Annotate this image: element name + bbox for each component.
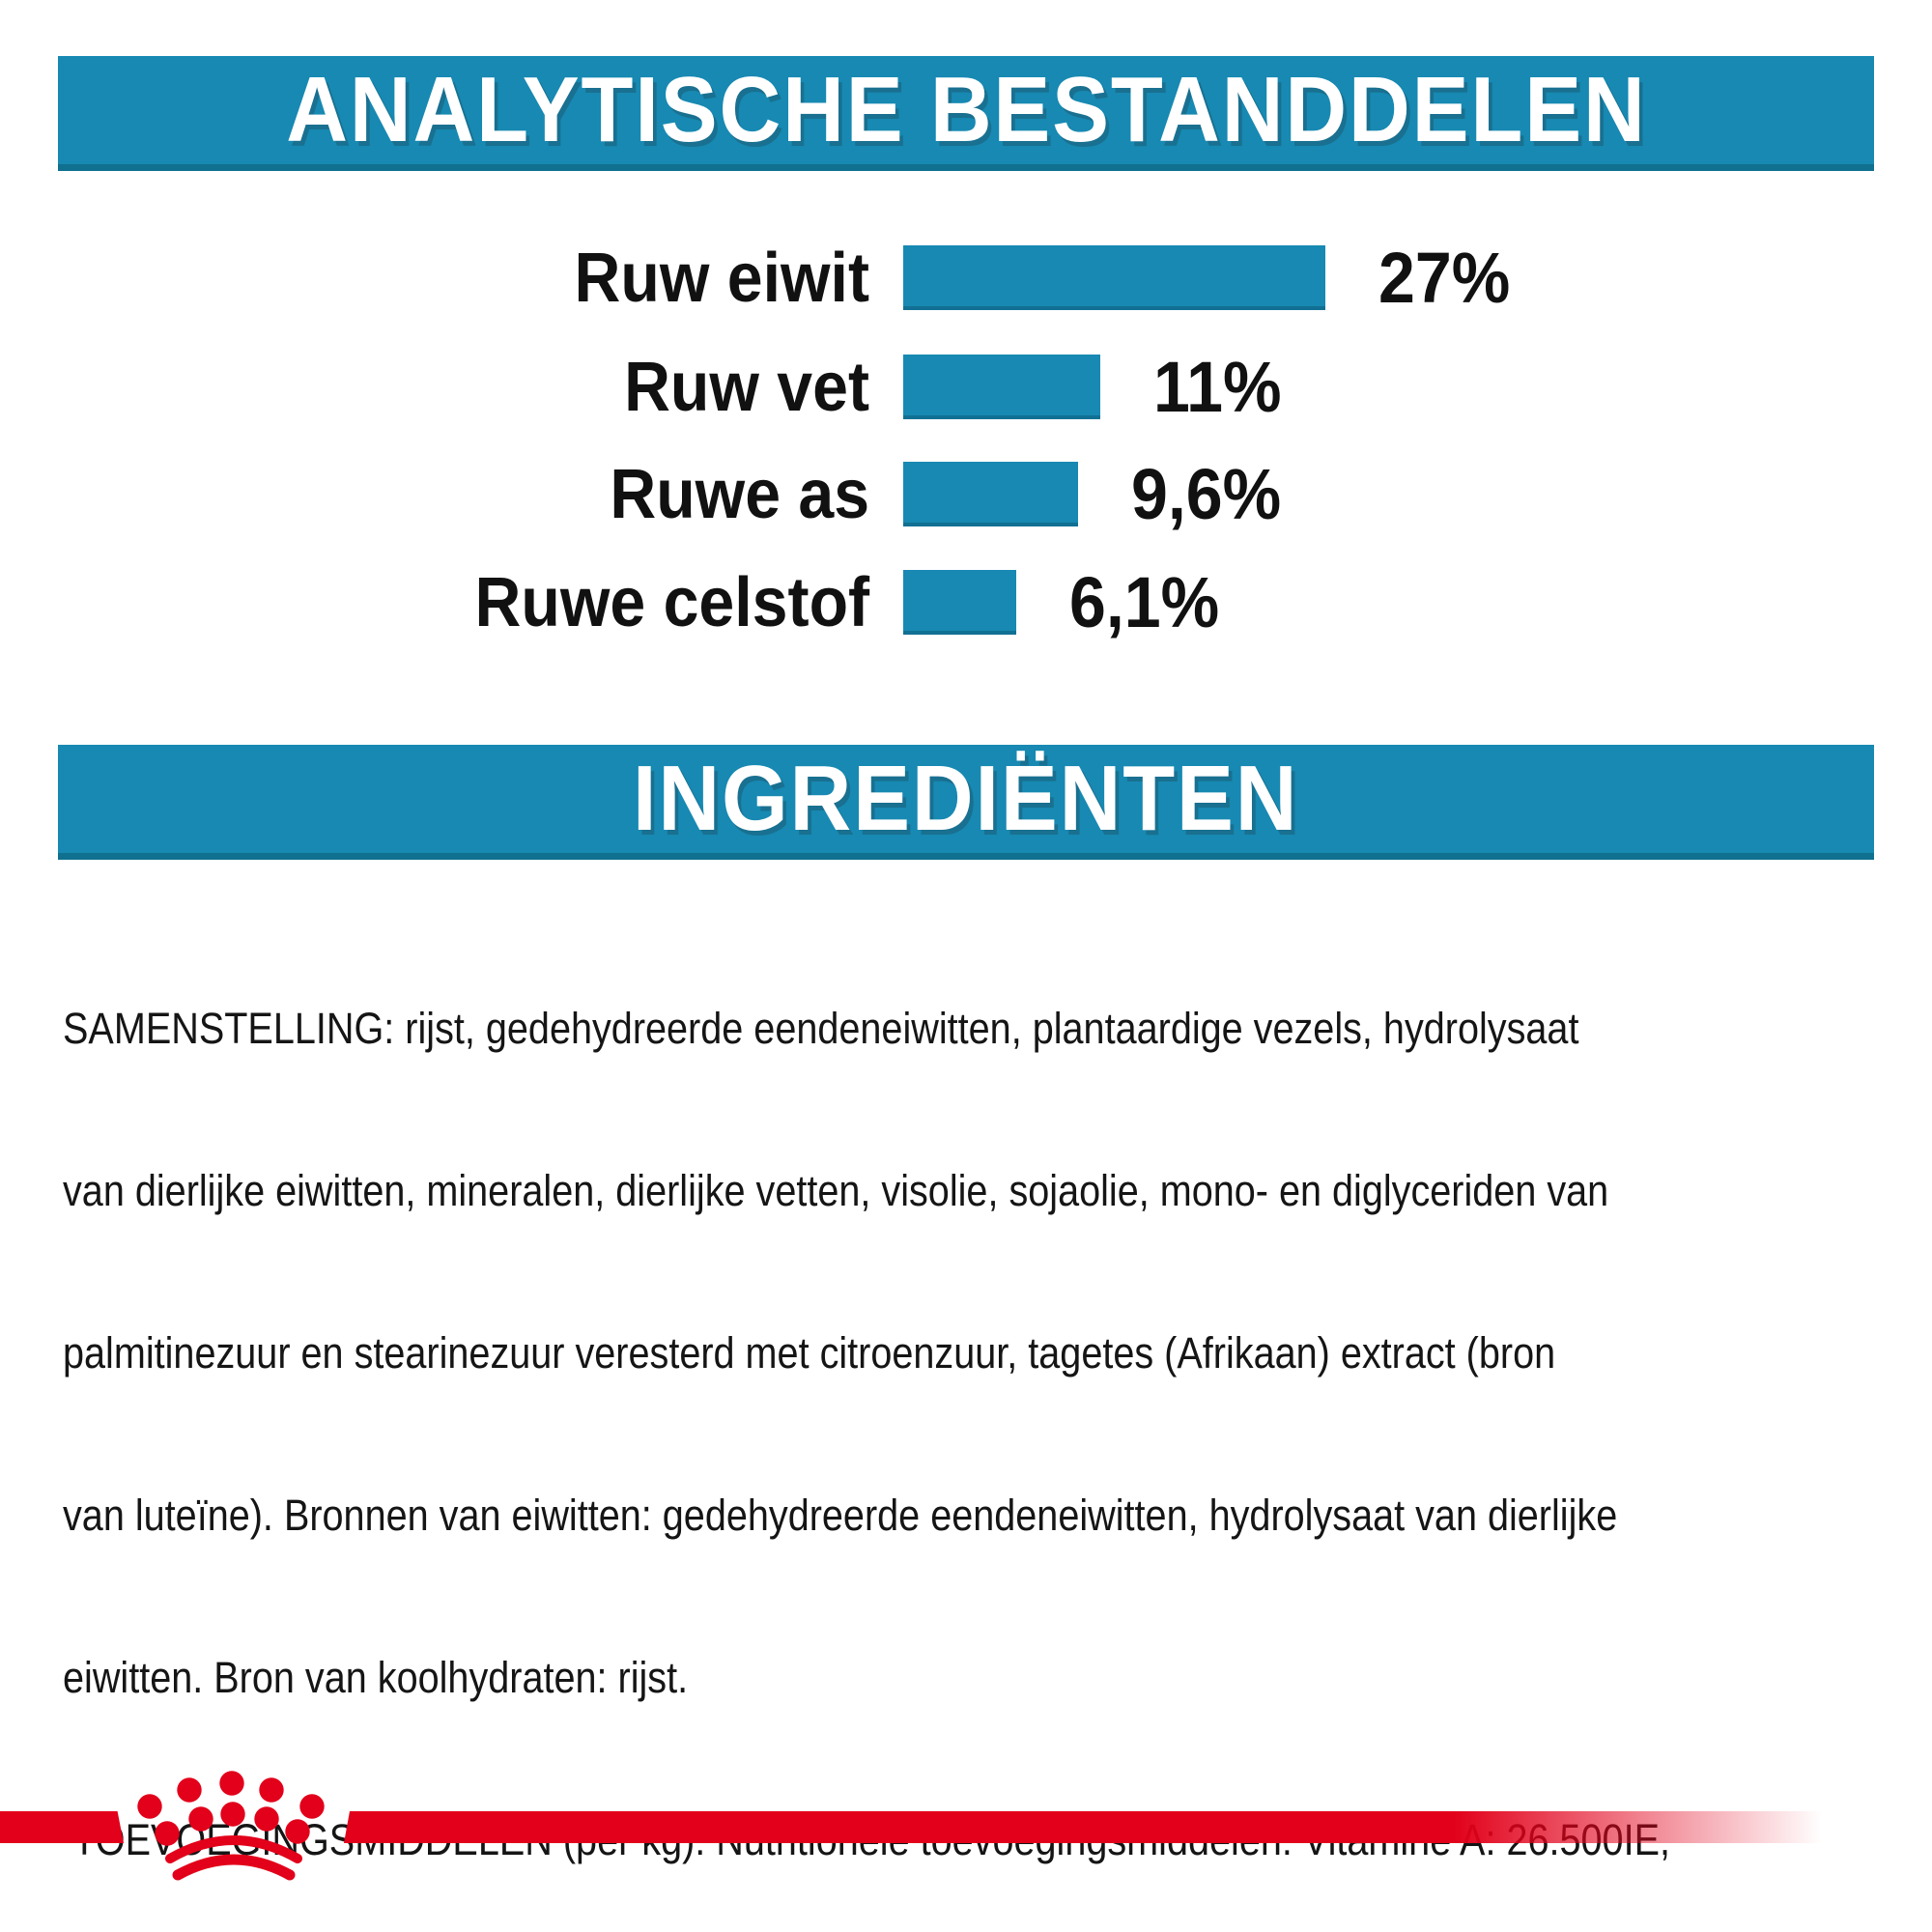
bar-label: Ruw vet	[624, 348, 869, 426]
bar-value: 27%	[1378, 238, 1511, 318]
bar-value: 11%	[1153, 347, 1282, 427]
chart-row-ruwe-as: Ruwe as 9,6%	[0, 454, 1294, 534]
ingredients-text-line: SAMENSTELLING: rijst, gedehydreerde eend…	[63, 1004, 1579, 1053]
royal-canin-crown-icon	[137, 1771, 325, 1881]
analytical-components-banner: ANALYTISCHE BESTANDDELEN	[58, 56, 1874, 171]
ingredients-text-line: van dierlijke eiwitten, mineralen, dierl…	[63, 1166, 1609, 1215]
bar-ruw-vet	[903, 355, 1100, 419]
bar-label: Ruwe celstof	[474, 563, 869, 641]
ingredients-title: INGREDIËNTEN	[633, 747, 1299, 850]
ingredients-text-line: palmitinezuur en stearinezuur veresterd …	[63, 1328, 1556, 1378]
bar-label: Ruw eiwit	[574, 239, 869, 317]
chart-row-ruw-eiwit: Ruw eiwit 27%	[0, 238, 1521, 318]
ingredients-banner: INGREDIËNTEN	[58, 745, 1874, 860]
bar-value: 9,6%	[1131, 454, 1282, 534]
ingredients-text-line: eiwitten. Bron van koolhydraten: rijst.	[63, 1653, 689, 1702]
bar-ruw-eiwit	[903, 245, 1325, 310]
chart-row-ruwe-celstof: Ruwe celstof 6,1%	[0, 562, 1233, 642]
bar-label: Ruwe as	[610, 455, 869, 533]
ingredients-text-line: van luteïne). Bronnen van eiwitten: gede…	[63, 1491, 1618, 1540]
analytical-components-title: ANALYTISCHE BESTANDDELEN	[285, 58, 1647, 161]
brand-stripe-left	[0, 1811, 124, 1843]
chart-row-ruw-vet: Ruw vet 11%	[0, 347, 1293, 427]
bar-ruwe-celstof	[903, 570, 1016, 635]
brand-stripe-right	[344, 1811, 1884, 1843]
bar-value: 6,1%	[1069, 562, 1220, 642]
bar-ruwe-as	[903, 462, 1078, 526]
